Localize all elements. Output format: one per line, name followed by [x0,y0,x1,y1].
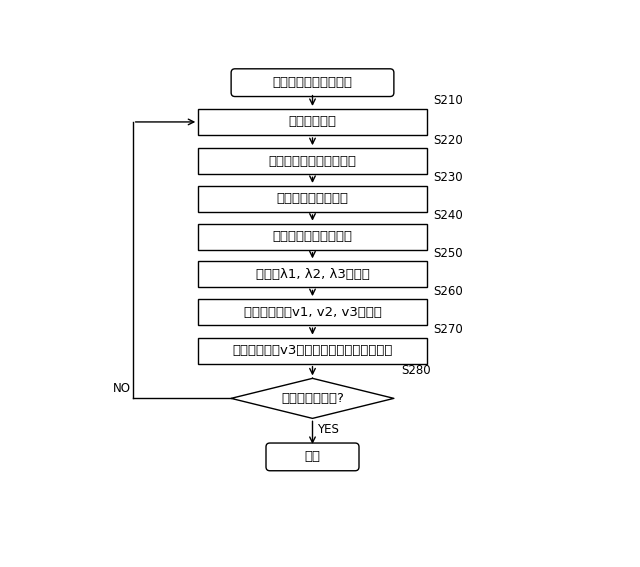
Text: 対象点を選択: 対象点を選択 [289,116,337,129]
Bar [198,186,427,212]
Text: 固有ベクトルv3を法線ベクトルとして登録: 固有ベクトルv3を法線ベクトルとして登録 [232,344,393,357]
Text: 全ての点を選択?: 全ての点を選択? [281,392,344,405]
Bar [198,337,427,363]
Text: S280: S280 [402,364,431,377]
Text: 固有ベクトルv1, v2, v3を算出: 固有ベクトルv1, v2, v3を算出 [244,306,381,319]
Text: S220: S220 [433,134,463,147]
FancyBboxPatch shape [266,443,359,471]
Text: S250: S250 [433,247,463,260]
Text: 固有値λ1, λ2, λ3を算出: 固有値λ1, λ2, λ3を算出 [255,268,369,281]
Text: S270: S270 [433,323,463,336]
Bar [198,148,427,174]
Text: YES: YES [317,423,339,436]
Text: 終了: 終了 [305,450,321,463]
Polygon shape [231,378,394,418]
Text: NO: NO [113,382,131,395]
Bar [198,299,427,325]
Text: 分散と共分散を算出: 分散と共分散を算出 [276,192,349,205]
Text: 法線ベクトル算出処理: 法線ベクトル算出処理 [273,76,353,89]
Text: S230: S230 [433,171,463,184]
Bar [198,261,427,287]
Text: S260: S260 [433,285,463,298]
Bar [198,223,427,249]
Text: 分散共分散行列を作成: 分散共分散行列を作成 [273,230,353,243]
Text: S240: S240 [433,209,463,222]
Bar [198,109,427,135]
FancyBboxPatch shape [231,69,394,96]
Text: S210: S210 [433,94,463,107]
Text: ベクトル算出領域を設定: ベクトル算出領域を設定 [269,155,356,168]
